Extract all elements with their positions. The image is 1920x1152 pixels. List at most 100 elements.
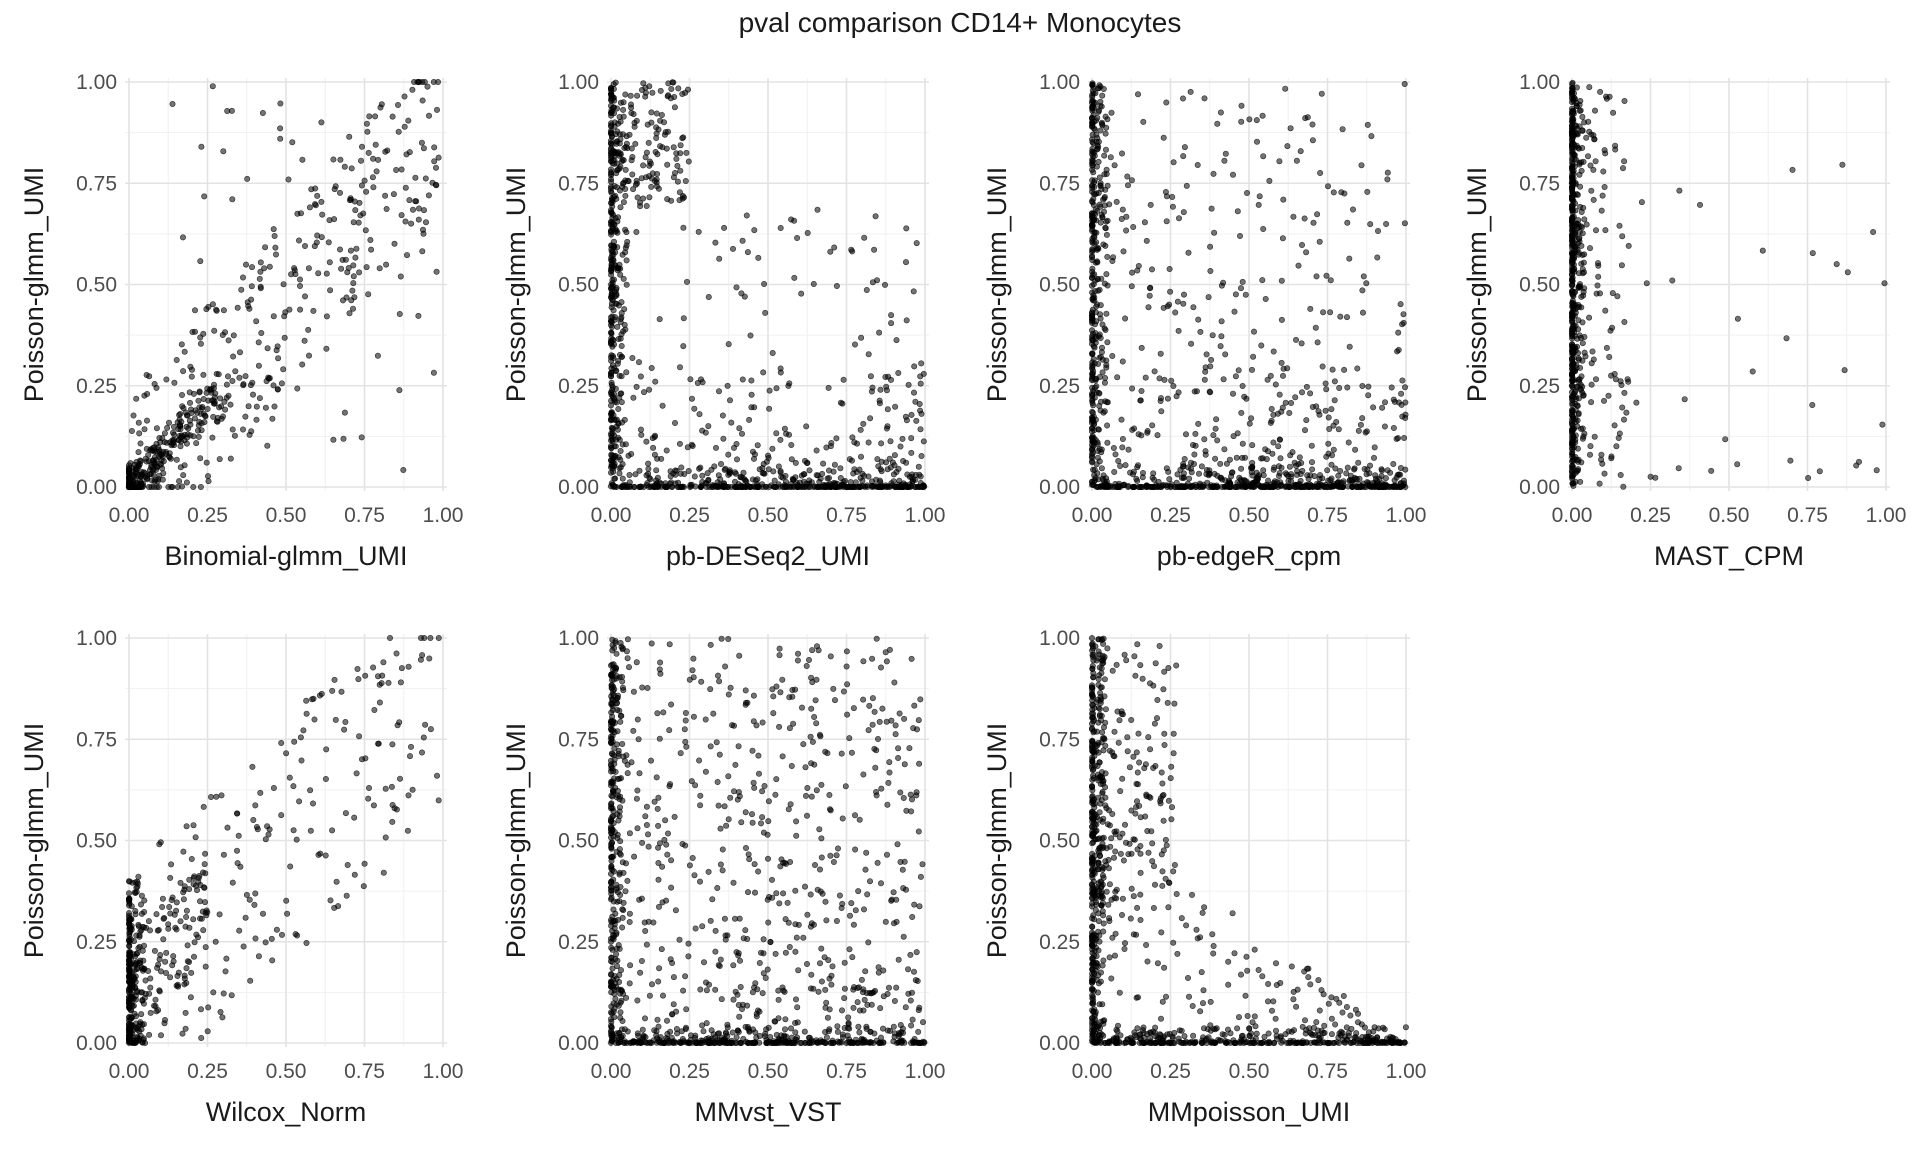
data-point xyxy=(409,206,416,213)
data-point xyxy=(1094,246,1101,253)
data-point xyxy=(916,760,923,767)
data-point xyxy=(1180,483,1187,490)
data-point xyxy=(176,437,183,444)
data-point xyxy=(811,713,818,720)
data-point xyxy=(372,113,379,120)
data-point xyxy=(608,246,615,253)
data-point xyxy=(1610,109,1617,116)
data-point xyxy=(190,822,197,829)
data-point xyxy=(202,963,209,970)
data-point xyxy=(396,387,403,394)
data-point xyxy=(153,466,160,473)
data-point xyxy=(1235,367,1242,374)
data-point xyxy=(658,112,665,119)
data-point xyxy=(1170,159,1177,166)
data-point xyxy=(1298,459,1305,466)
data-point xyxy=(338,688,345,695)
data-point xyxy=(1180,153,1187,160)
data-point xyxy=(608,195,615,202)
data-point xyxy=(179,391,186,398)
data-point xyxy=(667,473,674,480)
y-axis-label: Poisson-glmm_UMI xyxy=(982,167,1012,403)
data-point xyxy=(608,430,615,437)
data-point xyxy=(200,330,207,337)
data-point xyxy=(1579,383,1586,390)
data-point xyxy=(671,419,678,426)
data-point xyxy=(671,94,678,101)
data-point xyxy=(1309,466,1316,473)
data-point xyxy=(617,136,624,143)
data-point xyxy=(128,427,135,434)
data-point xyxy=(844,711,851,718)
data-point xyxy=(1734,461,1741,468)
data-point xyxy=(204,1028,211,1035)
y-tick-label: 0.75 xyxy=(1519,172,1560,195)
data-point xyxy=(705,423,712,430)
data-point xyxy=(608,451,615,458)
data-point xyxy=(433,772,440,779)
data-point xyxy=(608,381,615,388)
data-point xyxy=(1104,439,1111,446)
data-point xyxy=(1192,430,1199,437)
data-point xyxy=(892,403,899,410)
data-point xyxy=(1612,146,1619,153)
data-point xyxy=(1384,467,1391,474)
data-point xyxy=(785,431,792,438)
data-point xyxy=(731,478,738,485)
data-point xyxy=(1595,273,1602,280)
data-point xyxy=(1789,166,1796,173)
x-tick-label: 0.25 xyxy=(187,1060,228,1083)
data-point xyxy=(750,779,757,786)
scatter-panel: 0.000.000.250.250.500.500.750.751.001.00… xyxy=(1462,71,1906,571)
data-point xyxy=(1374,254,1381,261)
data-point xyxy=(1603,93,1610,100)
x-tick-label: 1.00 xyxy=(905,504,946,527)
data-point xyxy=(146,373,153,380)
data-point xyxy=(887,438,894,445)
data-point xyxy=(419,97,426,104)
data-point xyxy=(153,911,160,918)
data-point xyxy=(382,785,389,792)
data-point xyxy=(863,849,870,856)
data-point xyxy=(843,663,850,670)
data-point xyxy=(1239,278,1246,285)
data-point xyxy=(1097,127,1104,134)
data-point xyxy=(404,827,411,834)
data-point xyxy=(1620,165,1627,172)
y-axis-label: Poisson-glmm_UMI xyxy=(19,723,49,959)
data-point xyxy=(1268,417,1275,424)
data-point xyxy=(830,468,837,475)
y-tick-label: 0.50 xyxy=(1519,274,1560,297)
data-point xyxy=(1384,176,1391,183)
data-point xyxy=(350,219,357,226)
data-point xyxy=(126,890,133,897)
data-point xyxy=(918,360,925,367)
data-point xyxy=(166,903,173,910)
data-point xyxy=(738,430,745,437)
data-point xyxy=(151,380,158,387)
data-point xyxy=(788,456,795,463)
data-point xyxy=(629,354,636,361)
data-point xyxy=(664,851,671,858)
x-axis-label: Binomial-glmm_UMI xyxy=(164,541,407,571)
data-point xyxy=(1606,353,1613,360)
data-point xyxy=(1130,471,1137,478)
data-point xyxy=(670,1001,677,1008)
data-point xyxy=(212,938,219,945)
data-point xyxy=(1193,388,1200,395)
data-point xyxy=(678,464,685,471)
data-point xyxy=(1102,398,1109,405)
data-point xyxy=(377,104,384,111)
data-point xyxy=(1303,249,1310,256)
data-point xyxy=(654,483,661,490)
data-point xyxy=(342,256,349,263)
x-tick-label: 0.50 xyxy=(1709,504,1750,527)
data-point xyxy=(1596,480,1603,487)
data-point xyxy=(1089,425,1096,432)
data-point xyxy=(433,268,440,275)
data-point xyxy=(1238,465,1245,472)
data-point xyxy=(888,312,895,319)
data-point xyxy=(1580,158,1587,165)
data-point xyxy=(127,981,134,988)
data-point xyxy=(897,789,904,796)
